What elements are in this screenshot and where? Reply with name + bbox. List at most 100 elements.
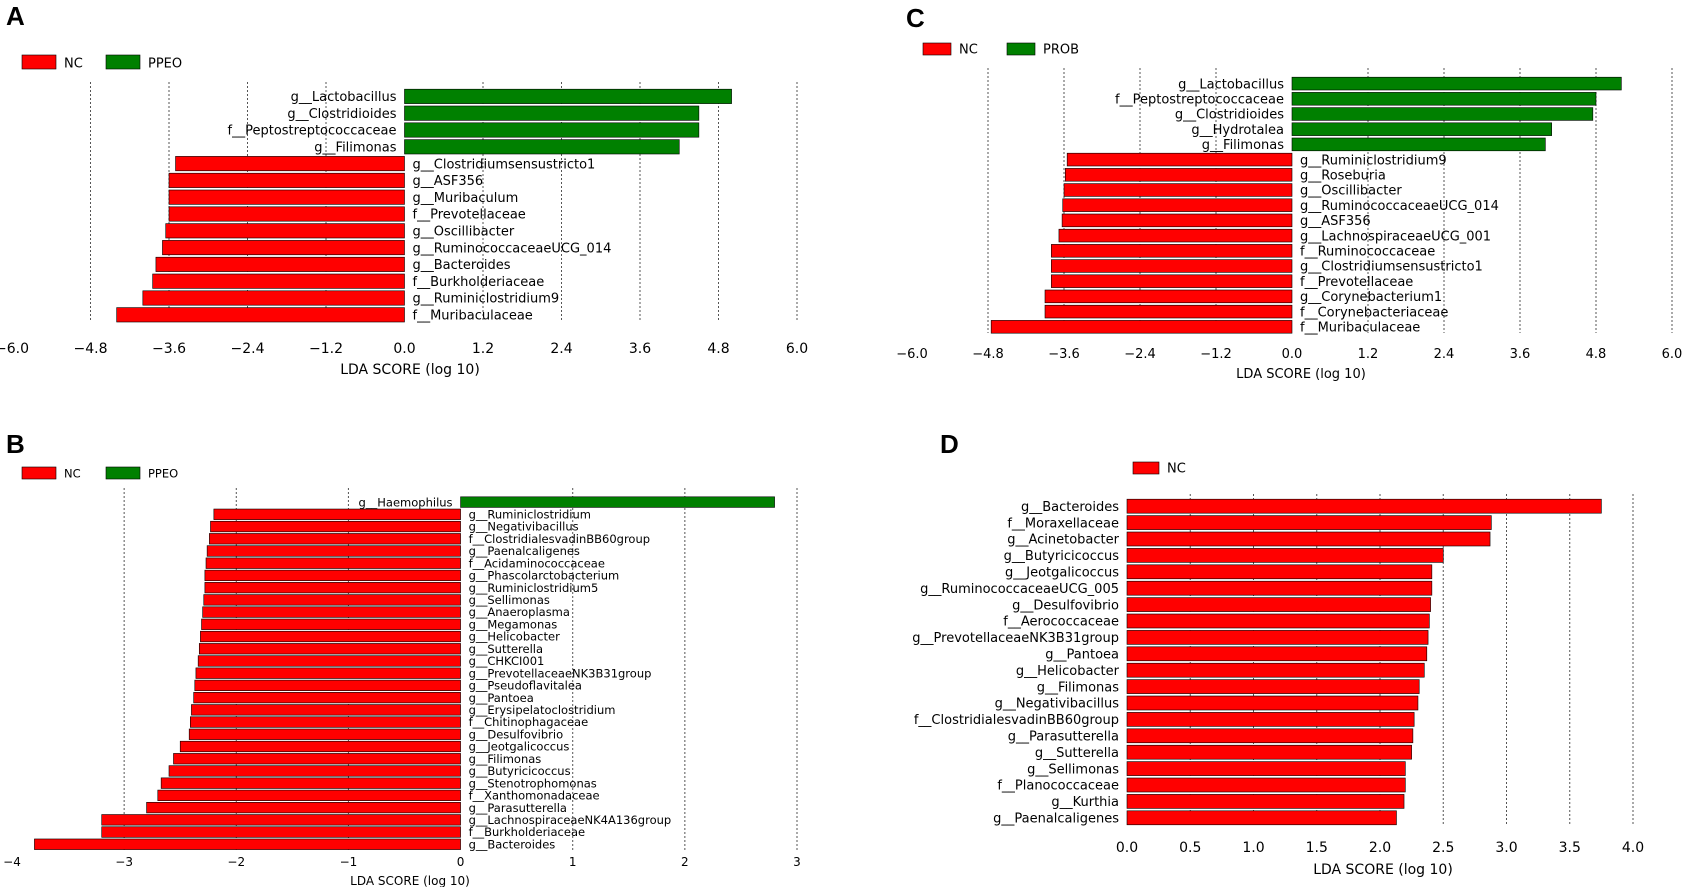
panel-d-bar-g-bacteroides <box>1126 498 1602 514</box>
panel-a-x-axis-title: LDA SCORE (log 10) <box>340 362 480 378</box>
panel-a-bar-label: g__Bacteroides <box>413 258 511 273</box>
panel-d-bar-label: f__Aerococcaceae <box>1003 615 1119 630</box>
panel-d-bar-label: g__Sutterella <box>1035 746 1119 761</box>
panel-d-bar-label: g__Negativibacillus <box>995 697 1120 712</box>
panel-letter-c: C <box>906 3 925 33</box>
panel-b-bar-label: g__Stenotrophomonas <box>469 776 597 790</box>
panel-b-bar-f-chitinophagaceae <box>190 716 461 728</box>
panel-a-tick-label: 0.0 <box>393 341 415 357</box>
panel-d-bar-g-paenalcaligenes <box>1126 810 1397 826</box>
panel-c-tick-label: −1.2 <box>1200 347 1232 362</box>
panel-c-bar-g-asf356 <box>1061 213 1293 228</box>
panel-a-bar-g-lactobacillus <box>404 88 732 104</box>
panel-b-bar-label: g__Sutterella <box>469 642 543 656</box>
panel-c-bar-label: f__Peptostreptococcaceae <box>1115 92 1284 107</box>
panel-a-bar-f-peptostreptococcaceae <box>404 122 700 138</box>
panel-b-bar-g-stenotrophomonas <box>160 777 461 789</box>
panel-b-bar-g-parasutterella <box>146 802 461 814</box>
panel-c-legend-swatch-nc <box>922 42 952 56</box>
panel-d-legend-label-nc: NC <box>1167 462 1186 477</box>
panel-b-bar-g-anaeroplasma <box>202 606 461 618</box>
panel-b-bar-label: f__Chitinophagaceae <box>469 715 589 729</box>
panel-a-tick-label: 3.6 <box>629 341 651 357</box>
panel-a-bar-label: f__Muribaculaceae <box>413 308 533 323</box>
panel-c-bar-label: f__Muribaculaceae <box>1300 320 1420 335</box>
panel-c-bar-g-ruminococcaceaeucg-014 <box>1062 198 1293 212</box>
panel-d-tick-label: 0.0 <box>1116 840 1138 856</box>
panel-b-bar-g-lachnospiraceaenk4a136group <box>101 814 461 826</box>
panel-b-bar-g-paenalcaligenes <box>206 545 461 557</box>
panel-b-x-axis-title: LDA SCORE (log 10) <box>350 874 470 887</box>
panel-d-bar-g-acinetobacter <box>1126 531 1491 547</box>
panel-d-bar-label: g__Helicobacter <box>1016 664 1120 679</box>
panel-b-bar-g-pantoea <box>193 692 461 704</box>
panel-b-tick-label: −3 <box>115 855 133 869</box>
panel-d-tick-label: 2.5 <box>1432 840 1454 856</box>
panel-c-tick-label: 6.0 <box>1662 347 1683 362</box>
panel-d-bar-g-filimonas <box>1126 679 1420 694</box>
panel-d-tick-label: 1.0 <box>1242 840 1264 856</box>
panel-b-bar-label: g__Negativibacillus <box>469 520 579 534</box>
panel-c-chart: −6.0 −4.8 −3.6 −2.4 −1.2 0.0 1.2 2.4 3.6 4.8 6.0 LD… <box>896 43 1682 383</box>
panel-c-bar-label: g__Clostridiumsensustricto1 <box>1300 260 1483 275</box>
panel-b-bar-label: g__Megamonas <box>469 617 558 631</box>
panel-b-bar-label: g__Ruminiclostridium <box>469 507 591 521</box>
panel-c-legend-label-prob: PROB <box>1043 43 1079 58</box>
panel-b-bar-g-megamonas <box>201 618 461 630</box>
panel-letter-d: D <box>940 429 959 459</box>
panel-a-bar-label: g__Muribaculum <box>413 191 519 206</box>
panel-a-bar-label: f__Peptostreptococcaceae <box>228 124 397 139</box>
panel-b-bar-g-butyricicoccus <box>168 765 461 777</box>
panel-b-tick-label: −1 <box>340 855 358 869</box>
panel-a-bar-label: g__Clostridiumsensustricto1 <box>413 157 596 172</box>
panel-c-bar-g-hydrotalea <box>1291 122 1552 136</box>
panel-c-bar-label: f__Prevotellaceae <box>1300 275 1413 290</box>
panel-d-chart: 0.0 0.5 1.0 1.5 2.0 2.5 3.0 3.5 4.0 LDA SCORE (lo… <box>912 462 1644 879</box>
panel-b-bar-g-chkci001 <box>197 655 461 667</box>
panel-a-bar-label: g__Oscillibacter <box>413 224 515 239</box>
panel-c-tick-label: 2.4 <box>1434 347 1455 362</box>
panel-c-bar-label: g__Corynebacterium1 <box>1300 290 1442 305</box>
panel-b-legend-swatch-nc <box>21 466 57 480</box>
panel-d-bar-label: g__RuminococcaceaeUCG_005 <box>920 582 1119 597</box>
panel-a-bar-f-prevotellaceae <box>168 206 405 222</box>
panel-d-x-axis-title: LDA SCORE (log 10) <box>1313 862 1453 878</box>
panel-c-legend-label-nc: NC <box>959 43 978 58</box>
panel-c-bar-f-peptostreptococcaceae <box>1291 92 1597 106</box>
panel-b-bar-label: f__ClostridialesvadinBB60group <box>469 532 650 546</box>
panel-d-bar-g-helicobacter <box>1126 662 1425 678</box>
panel-d-bar-label: g__PrevotellaceaeNK3B31group <box>912 631 1119 646</box>
panel-d-tick-label: 2.0 <box>1369 840 1391 856</box>
panel-a-tick-label: 1.2 <box>472 341 494 357</box>
panel-b-bar-label: g__Sellimonas <box>469 593 550 607</box>
panel-b-bar-g-helicobacter <box>200 630 461 643</box>
panel-c-bar-g-corynebacterium1 <box>1044 289 1293 304</box>
panel-b-bar-label: g__Desulfovibrio <box>469 727 564 741</box>
panel-d-bar-label: g__Kurthia <box>1051 795 1119 810</box>
panel-a-bar-g-filimonas <box>404 139 680 155</box>
panel-b-bar-label: f__Burkholderiaceae <box>469 825 585 839</box>
panel-b-bar-label: g__Jeotgalicoccus <box>469 740 570 754</box>
panel-c-tick-label: −2.4 <box>1124 347 1156 362</box>
panel-a-tick-label: 2.4 <box>550 341 572 357</box>
panel-d-tick-label: 1.5 <box>1306 840 1328 856</box>
panel-d-tick-label: 0.5 <box>1179 840 1201 856</box>
panel-b-bar-label: g__Helicobacter <box>469 630 561 644</box>
panel-d-bar-f-moraxellaceae <box>1126 515 1492 530</box>
panel-b-bar-label: g__Pseudoflavitalea <box>469 679 582 693</box>
panel-d-tick-label: 3.0 <box>1495 840 1517 856</box>
panel-b-bar-label: f__Xanthomonadaceae <box>469 789 600 803</box>
panel-b-bar-label: g__CHKCI001 <box>469 654 545 668</box>
panel-d-bar-g-sellimonas <box>1126 761 1406 776</box>
panel-c-tick-label: −3.6 <box>1048 347 1080 362</box>
panel-a-bar-g-ruminiclostridium9 <box>142 290 405 306</box>
panel-d-bar-label: g__Parasutterella <box>1008 729 1119 744</box>
panel-d-bar-label: f__Planococcaceae <box>997 779 1119 794</box>
panel-c-bar-label: g__LachnospiraceaeUCG_001 <box>1300 229 1491 244</box>
panel-d-bar-label: g__Bacteroides <box>1021 500 1119 515</box>
panel-a-tick-label: −6.0 <box>0 341 29 357</box>
panel-c-bar-label: g__Ruminiclostridium9 <box>1300 153 1447 168</box>
panel-b-tick-label: −4 <box>3 855 21 869</box>
panel-c-bar-g-lactobacillus <box>1291 76 1622 91</box>
